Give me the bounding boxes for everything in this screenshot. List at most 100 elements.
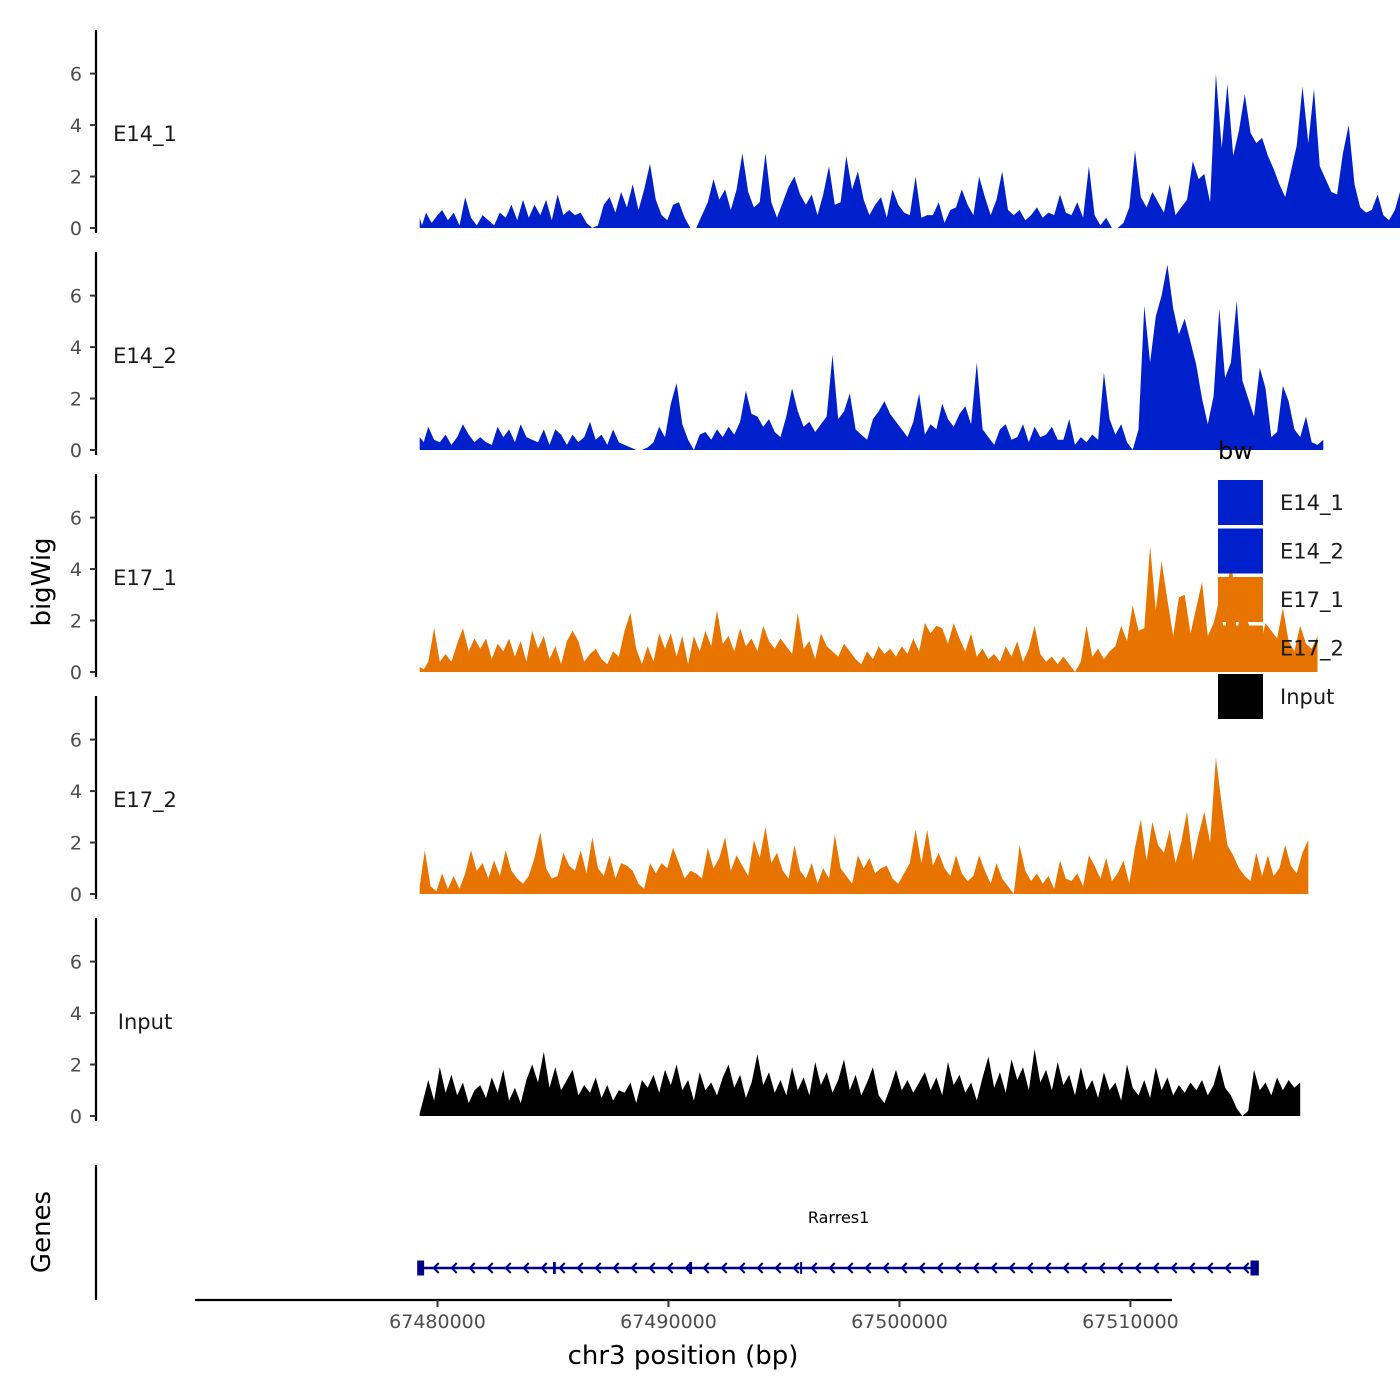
strand-arrow (1242, 1262, 1250, 1274)
strand-arrow (1170, 1262, 1178, 1274)
legend-label: E17_1 (1280, 588, 1344, 613)
track-label: E14_2 (113, 344, 177, 369)
genes-axis-title: Genes (27, 1191, 57, 1273)
signal-tracks: 0 2 4 6 E14_1 0 2 4 6 E14_2 0 2 4 6 E17_1 0 2 4 6 E17_2 0 2 4 6… (70, 30, 1400, 1128)
strand-arrow (468, 1262, 476, 1274)
gene-exon (689, 1262, 693, 1274)
strand-arrow (756, 1262, 764, 1274)
genes-panel: Genes Rarres1 (27, 1165, 1259, 1300)
strand-arrow (594, 1262, 602, 1274)
strand-arrow (1188, 1262, 1196, 1274)
strand-arrow (936, 1262, 944, 1274)
strand-arrow (828, 1262, 836, 1274)
x-tick-label: 67510000 (1082, 1311, 1179, 1333)
strand-arrow (558, 1262, 566, 1274)
strand-arrow (792, 1262, 800, 1274)
y-axis-title: bigWig (27, 537, 57, 626)
legend-label: E14_2 (1280, 540, 1344, 565)
legend-label: E14_1 (1280, 491, 1344, 516)
signal-area-e17-2 (419, 757, 1309, 894)
track-label: Input (118, 1010, 172, 1034)
strand-arrow (1008, 1262, 1016, 1274)
strand-arrow (1080, 1262, 1088, 1274)
strand-arrow (846, 1262, 854, 1274)
gene-exon (553, 1262, 556, 1274)
strand-arrow (738, 1262, 746, 1274)
legend-label: Input (1280, 685, 1334, 709)
y-tick-label: 4 (70, 337, 82, 359)
y-tick-label: 4 (70, 781, 82, 803)
strand-arrow (648, 1262, 656, 1274)
y-tick-label: 4 (70, 115, 82, 137)
strand-arrow (1062, 1262, 1070, 1274)
track-label: E14_1 (113, 122, 177, 147)
strand-arrow (702, 1262, 710, 1274)
strand-arrow (1224, 1262, 1232, 1274)
strand-arrow (810, 1262, 818, 1274)
strand-arrow (504, 1262, 512, 1274)
x-tick-label: 67480000 (389, 1311, 486, 1333)
gene-label-rarres1: Rarres1 (808, 1208, 869, 1227)
y-tick-label: 6 (70, 730, 82, 752)
signal-area-e17-1 (419, 545, 1318, 672)
track-label: E17_2 (113, 788, 177, 813)
strand-arrow (450, 1262, 458, 1274)
track-e14-1: 0 2 4 6 E14_1 (70, 30, 1400, 240)
legend-label: E17_2 (1280, 637, 1344, 662)
legend-title: bw (1218, 437, 1253, 465)
y-tick-label: 2 (70, 167, 82, 189)
legend-key-e17-1 (1218, 577, 1263, 622)
y-tick-label: 0 (70, 884, 82, 906)
y-tick-label: 6 (70, 64, 82, 86)
y-tick-label: 4 (70, 1003, 82, 1025)
strand-arrow (720, 1262, 728, 1274)
strand-arrow (432, 1262, 440, 1274)
y-tick-label: 0 (70, 662, 82, 684)
signal-area-e14-1 (419, 73, 1400, 228)
strand-arrow (576, 1262, 584, 1274)
strand-arrow (1206, 1262, 1214, 1274)
track-input: 0 2 4 6 Input (70, 918, 1301, 1128)
strand-arrow (540, 1262, 548, 1274)
strand-arrow (522, 1262, 530, 1274)
gene-exon (800, 1262, 803, 1274)
y-tick-label: 2 (70, 1055, 82, 1077)
y-tick-label: 0 (70, 218, 82, 240)
gene-model-rarres1 (417, 1260, 1259, 1276)
strand-arrow (882, 1262, 890, 1274)
x-tick-label: 67490000 (620, 1311, 717, 1333)
strand-arrow (990, 1262, 998, 1274)
strand-arrow (1134, 1262, 1142, 1274)
y-tick-label: 6 (70, 952, 82, 974)
strand-arrow (954, 1262, 962, 1274)
strand-arrow (1152, 1262, 1160, 1274)
y-tick-label: 0 (70, 1106, 82, 1128)
strand-arrow (486, 1262, 494, 1274)
x-tick-label: 67500000 (851, 1311, 948, 1333)
y-tick-label: 0 (70, 440, 82, 462)
strand-arrow (1116, 1262, 1124, 1274)
track-e14-2: 0 2 4 6 E14_2 (70, 252, 1324, 462)
x-axis-title: chr3 position (bp) (568, 1341, 799, 1371)
gene-exon (1250, 1260, 1259, 1276)
track-label: E17_1 (113, 566, 177, 591)
signal-area-e14-2 (419, 264, 1324, 450)
strand-arrow (612, 1262, 620, 1274)
strand-arrow (864, 1262, 872, 1274)
y-tick-label: 6 (70, 508, 82, 530)
y-tick-label: 6 (70, 286, 82, 308)
strand-arrow (972, 1262, 980, 1274)
gene-exon (417, 1260, 425, 1276)
legend-key-e17-2 (1218, 625, 1263, 671)
legend-key-e14-2 (1218, 528, 1263, 574)
y-tick-label: 2 (70, 833, 82, 855)
y-tick-label: 2 (70, 611, 82, 633)
strand-arrow (666, 1262, 674, 1274)
strand-arrow (900, 1262, 908, 1274)
track-e17-1: 0 2 4 6 E17_1 (70, 474, 1318, 684)
strand-arrow (684, 1262, 692, 1274)
strand-arrow (918, 1262, 926, 1274)
strand-arrow (1044, 1262, 1052, 1274)
y-tick-label: 2 (70, 389, 82, 411)
